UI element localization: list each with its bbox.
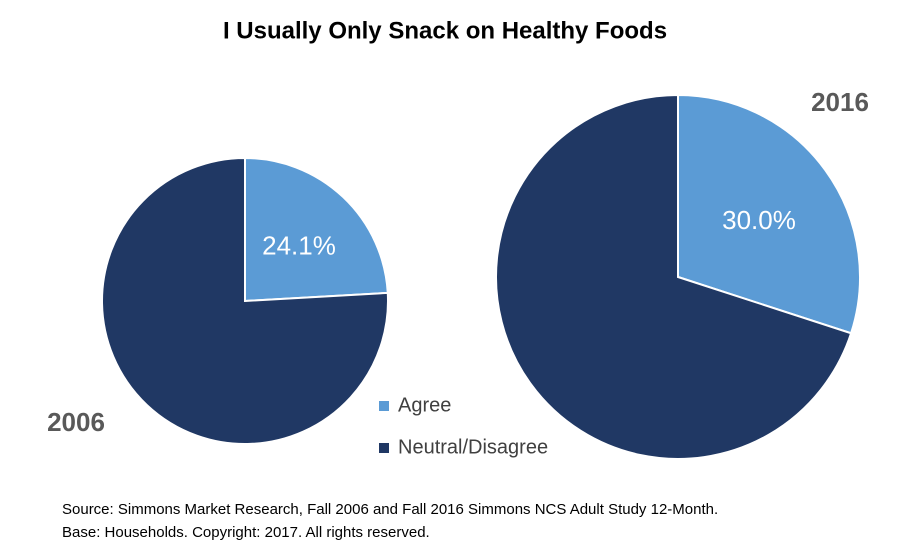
pie-slice bbox=[244, 156, 389, 303]
source-line: Source: Simmons Market Research, Fall 20… bbox=[62, 501, 718, 518]
legend-label: Neutral/Disagree bbox=[398, 436, 548, 458]
pie-label: 2016 bbox=[811, 87, 869, 117]
pie-slice bbox=[495, 93, 853, 460]
source-line: Base: Households. Copyright: 2017. All r… bbox=[62, 524, 430, 541]
pie-slice bbox=[677, 93, 861, 335]
pie-slice bbox=[101, 156, 389, 445]
legend-swatch bbox=[379, 401, 389, 411]
value-label: 30.0% bbox=[722, 205, 796, 235]
pie-label: 2006 bbox=[47, 407, 105, 437]
legend-label: Agree bbox=[398, 394, 451, 416]
value-label: 24.1% bbox=[262, 231, 336, 261]
chart-title: I Usually Only Snack on Healthy Foods bbox=[223, 17, 667, 44]
legend-swatch bbox=[379, 443, 389, 453]
